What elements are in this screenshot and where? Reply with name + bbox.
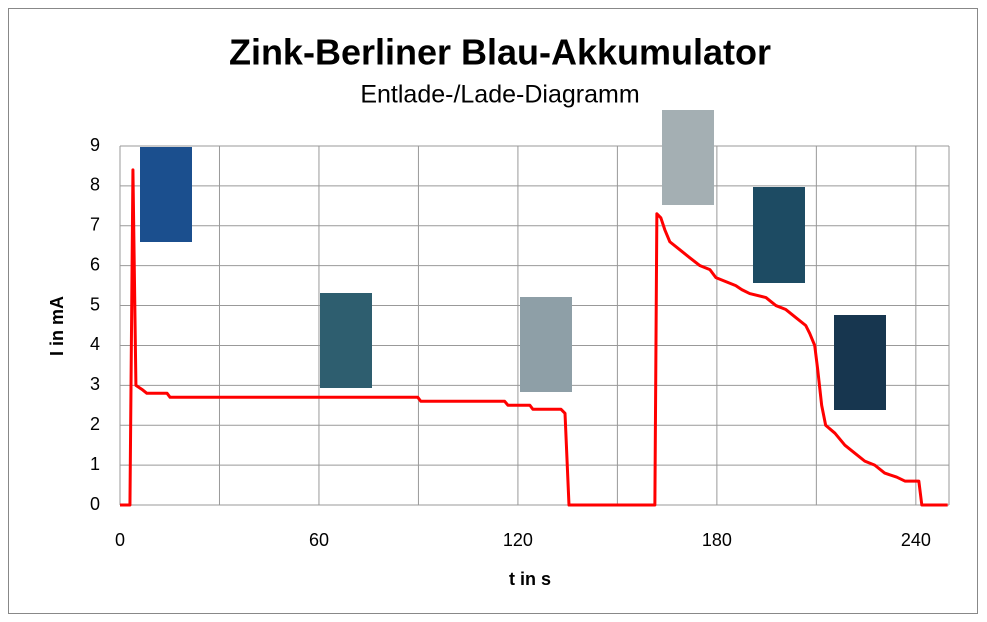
y-tick-label: 7 bbox=[90, 215, 100, 235]
y-tick-label: 8 bbox=[90, 175, 100, 195]
swatch-image bbox=[140, 147, 192, 242]
swatch-image bbox=[320, 293, 372, 388]
y-tick-label: 0 bbox=[90, 494, 100, 514]
swatch-image bbox=[520, 297, 572, 392]
swatch-image bbox=[662, 110, 714, 205]
x-tick-label: 240 bbox=[901, 530, 931, 550]
x-tick-label: 120 bbox=[503, 530, 533, 550]
y-axis-label: I in mA bbox=[47, 296, 67, 356]
swatch-image bbox=[834, 315, 886, 410]
x-axis-label: t in s bbox=[509, 569, 551, 589]
y-tick-label: 2 bbox=[90, 414, 100, 434]
x-tick-label: 180 bbox=[702, 530, 732, 550]
chart-title: Zink-Berliner Blau-Akkumulator bbox=[229, 32, 771, 73]
chart-subtitle: Entlade-/Lade-Diagramm bbox=[360, 81, 639, 109]
x-tick-label: 0 bbox=[115, 530, 125, 550]
swatch-image bbox=[753, 187, 805, 283]
y-tick-label: 4 bbox=[90, 334, 100, 354]
y-tick-label: 1 bbox=[90, 454, 100, 474]
y-tick-label: 5 bbox=[90, 294, 100, 314]
y-tick-label: 6 bbox=[90, 254, 100, 274]
y-tick-label: 3 bbox=[90, 374, 100, 394]
chart: Zink-Berliner Blau-Akkumulator Entlade-/… bbox=[0, 0, 987, 622]
x-tick-label: 60 bbox=[309, 530, 329, 550]
y-tick-label: 9 bbox=[90, 135, 100, 155]
